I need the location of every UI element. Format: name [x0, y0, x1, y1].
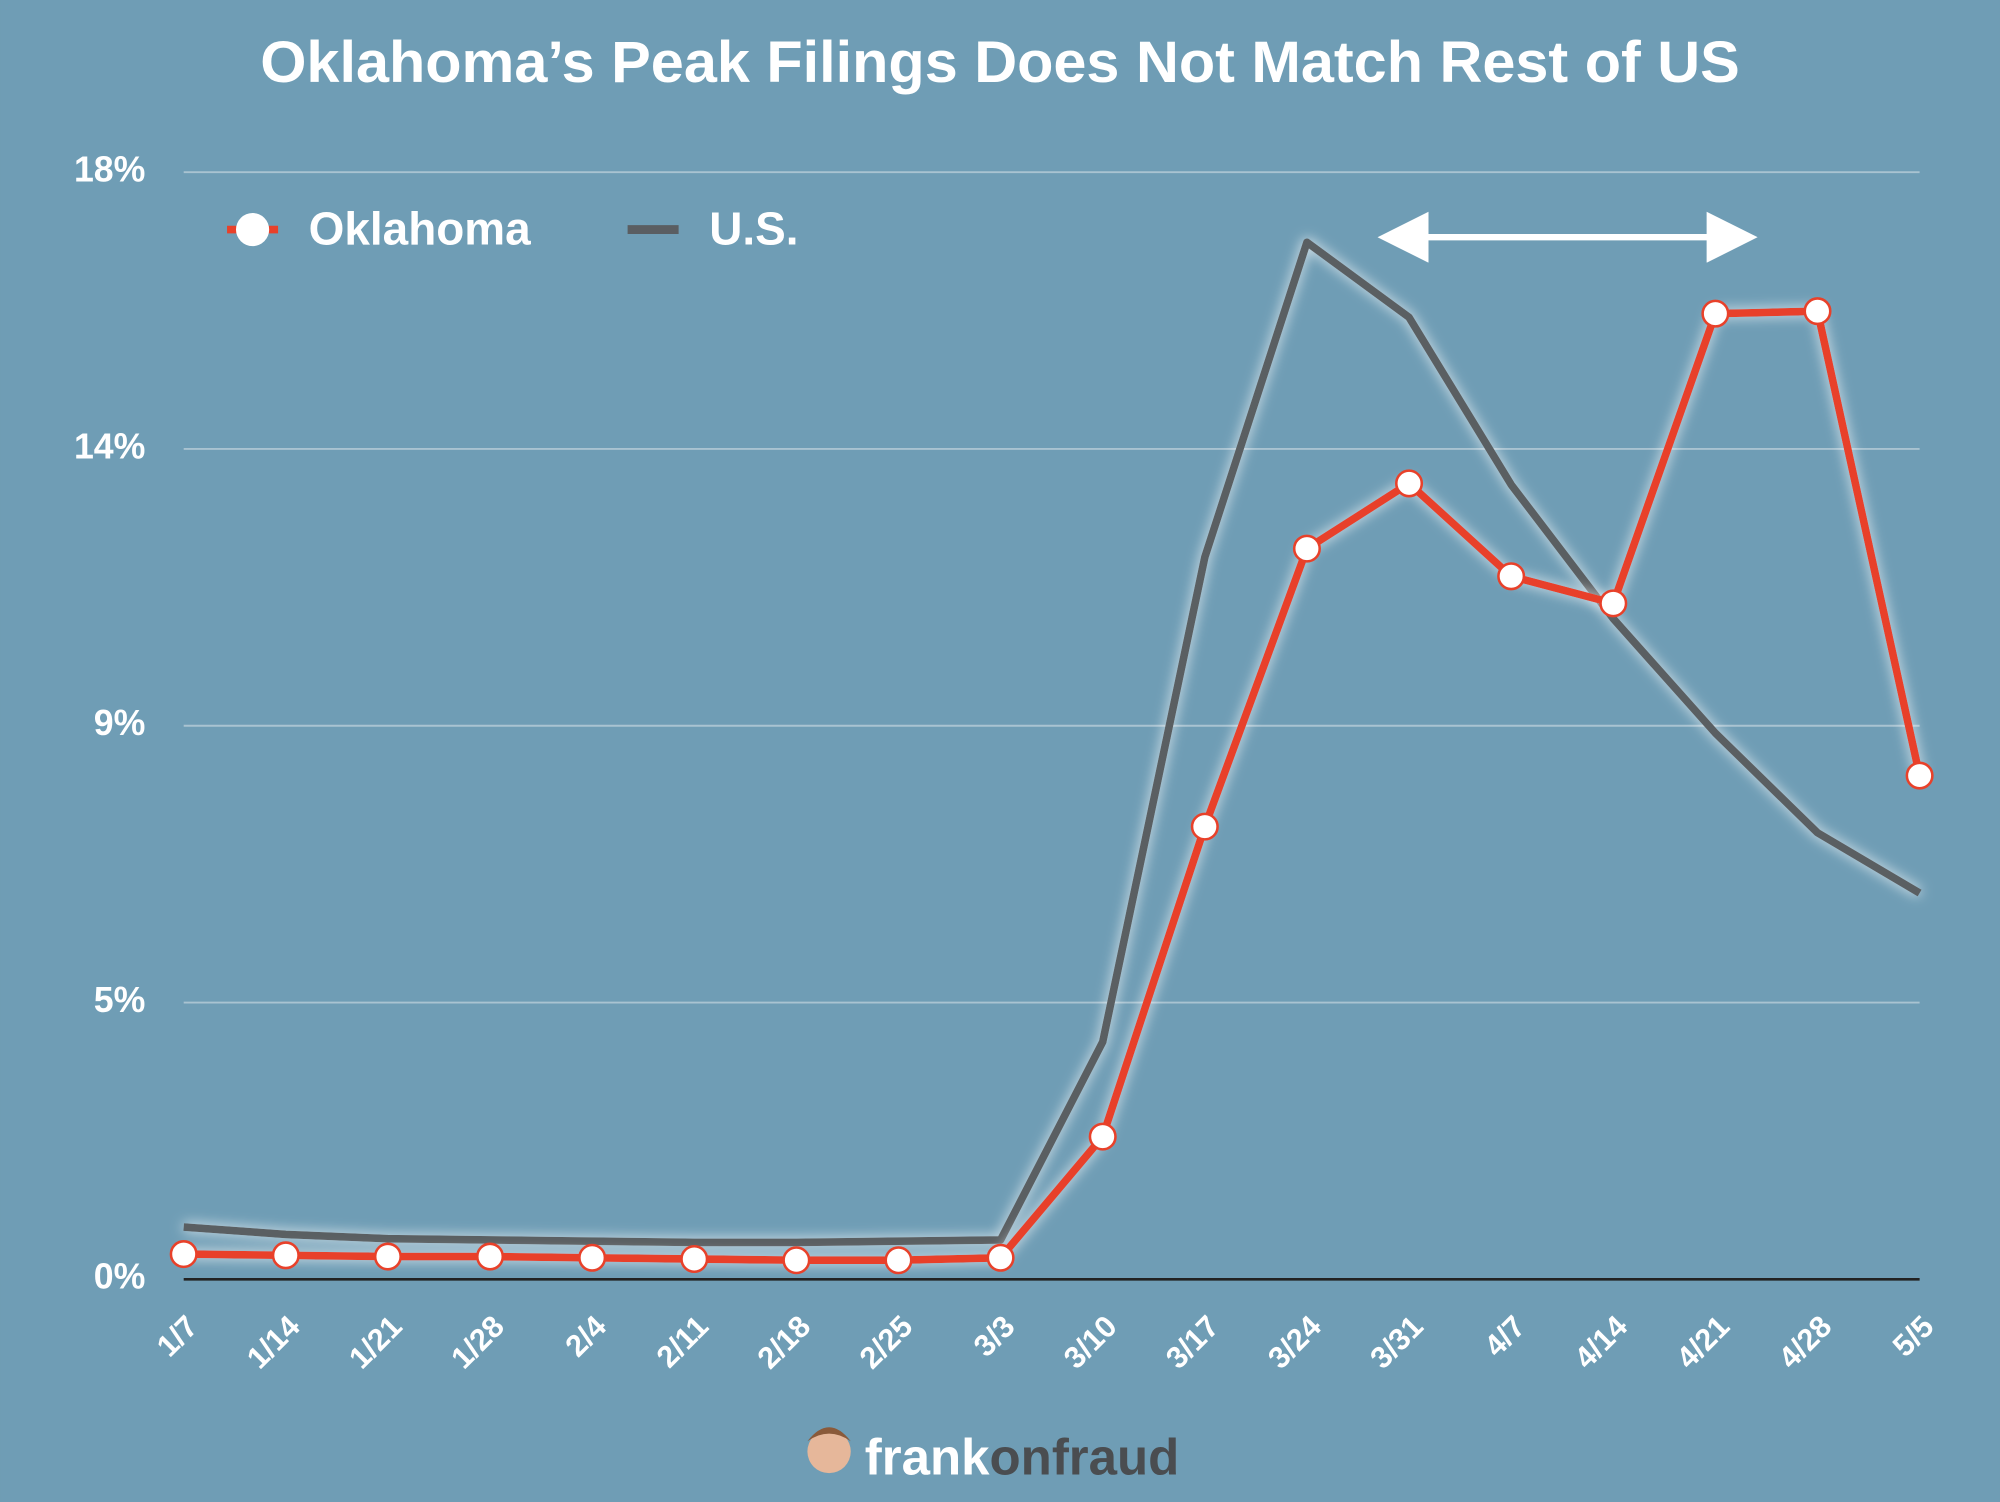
logo-part: frank [865, 1429, 990, 1486]
point [373, 1242, 402, 1271]
point [1701, 299, 1730, 328]
point [1497, 562, 1526, 591]
y-tick-label: 14% [74, 426, 145, 466]
point [1395, 469, 1424, 498]
logo-hair [807, 1427, 851, 1442]
legend-marker [235, 213, 270, 247]
y-tick-label: 18% [74, 150, 145, 190]
point [884, 1246, 913, 1275]
series-line [183, 238, 1922, 1247]
point [1803, 297, 1832, 326]
logo-face [807, 1429, 851, 1474]
point [1088, 1122, 1117, 1151]
point [476, 1242, 505, 1271]
point [782, 1246, 811, 1275]
point [1292, 534, 1321, 563]
logo: frankonfraud [807, 1427, 1179, 1486]
point [1905, 761, 1934, 790]
logo-part: onfraud [990, 1429, 1180, 1486]
point [271, 1241, 300, 1270]
point [578, 1243, 607, 1272]
series-line [183, 307, 1924, 1265]
y-tick-label: 5% [94, 980, 146, 1020]
y-tick-label: 0% [94, 1257, 146, 1297]
point [1599, 589, 1628, 618]
logo-text: frankonfraud [865, 1429, 1180, 1486]
chart-title: Oklahoma’s Peak Filings Does Not Match R… [260, 30, 1740, 95]
point [169, 1240, 198, 1269]
point [680, 1244, 709, 1274]
y-tick-label: 9% [94, 703, 146, 743]
point [1190, 812, 1219, 841]
point [986, 1243, 1015, 1272]
legend-label: Oklahoma [309, 202, 531, 254]
legend-label: U.S. [709, 202, 798, 254]
